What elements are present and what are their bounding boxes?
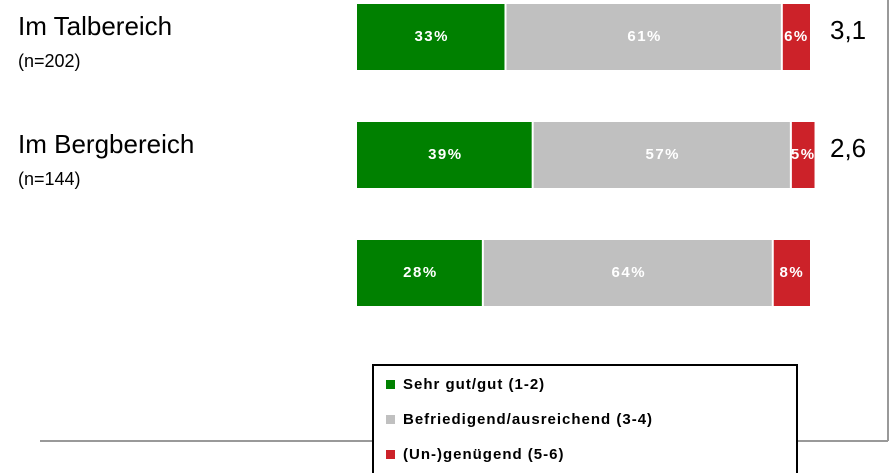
value-label: 5%: [791, 146, 816, 163]
legend-label: Sehr gut/gut (1-2): [403, 376, 545, 393]
bar-segment: [506, 4, 781, 70]
value-label: 64%: [612, 264, 647, 281]
bar-segment: [782, 4, 810, 70]
value-label: 8%: [780, 264, 805, 281]
legend-swatch: [386, 380, 395, 389]
legend-box: [372, 364, 798, 473]
mean-annotation: 3,1: [830, 15, 866, 45]
bar-segment: [357, 240, 482, 306]
legend-label: (Un-)genügend (5-6): [403, 446, 564, 463]
category-note: (n=202): [18, 51, 81, 71]
bar-segment: [483, 240, 772, 306]
value-label: 57%: [646, 146, 681, 163]
legend-swatch: [386, 450, 395, 459]
bar-segment: [533, 122, 790, 188]
mean-annotation: 2,6: [830, 133, 866, 163]
value-label: 6%: [784, 28, 809, 45]
category-label: Im Bergbereich: [18, 129, 194, 159]
value-label: 61%: [627, 28, 662, 45]
legend-swatch: [386, 415, 395, 424]
value-label: 28%: [403, 264, 438, 281]
category-note: (n=144): [18, 169, 81, 189]
category-label: Im Talbereich: [18, 11, 172, 41]
bar-segment: [357, 122, 532, 188]
value-label: 33%: [414, 28, 449, 45]
legend-label: Befriedigend/ausreichend (3-4): [403, 411, 653, 428]
bar-segment: [791, 122, 815, 188]
bar-segment: [357, 4, 505, 70]
value-label: 39%: [428, 146, 463, 163]
bar-segment: [773, 240, 810, 306]
